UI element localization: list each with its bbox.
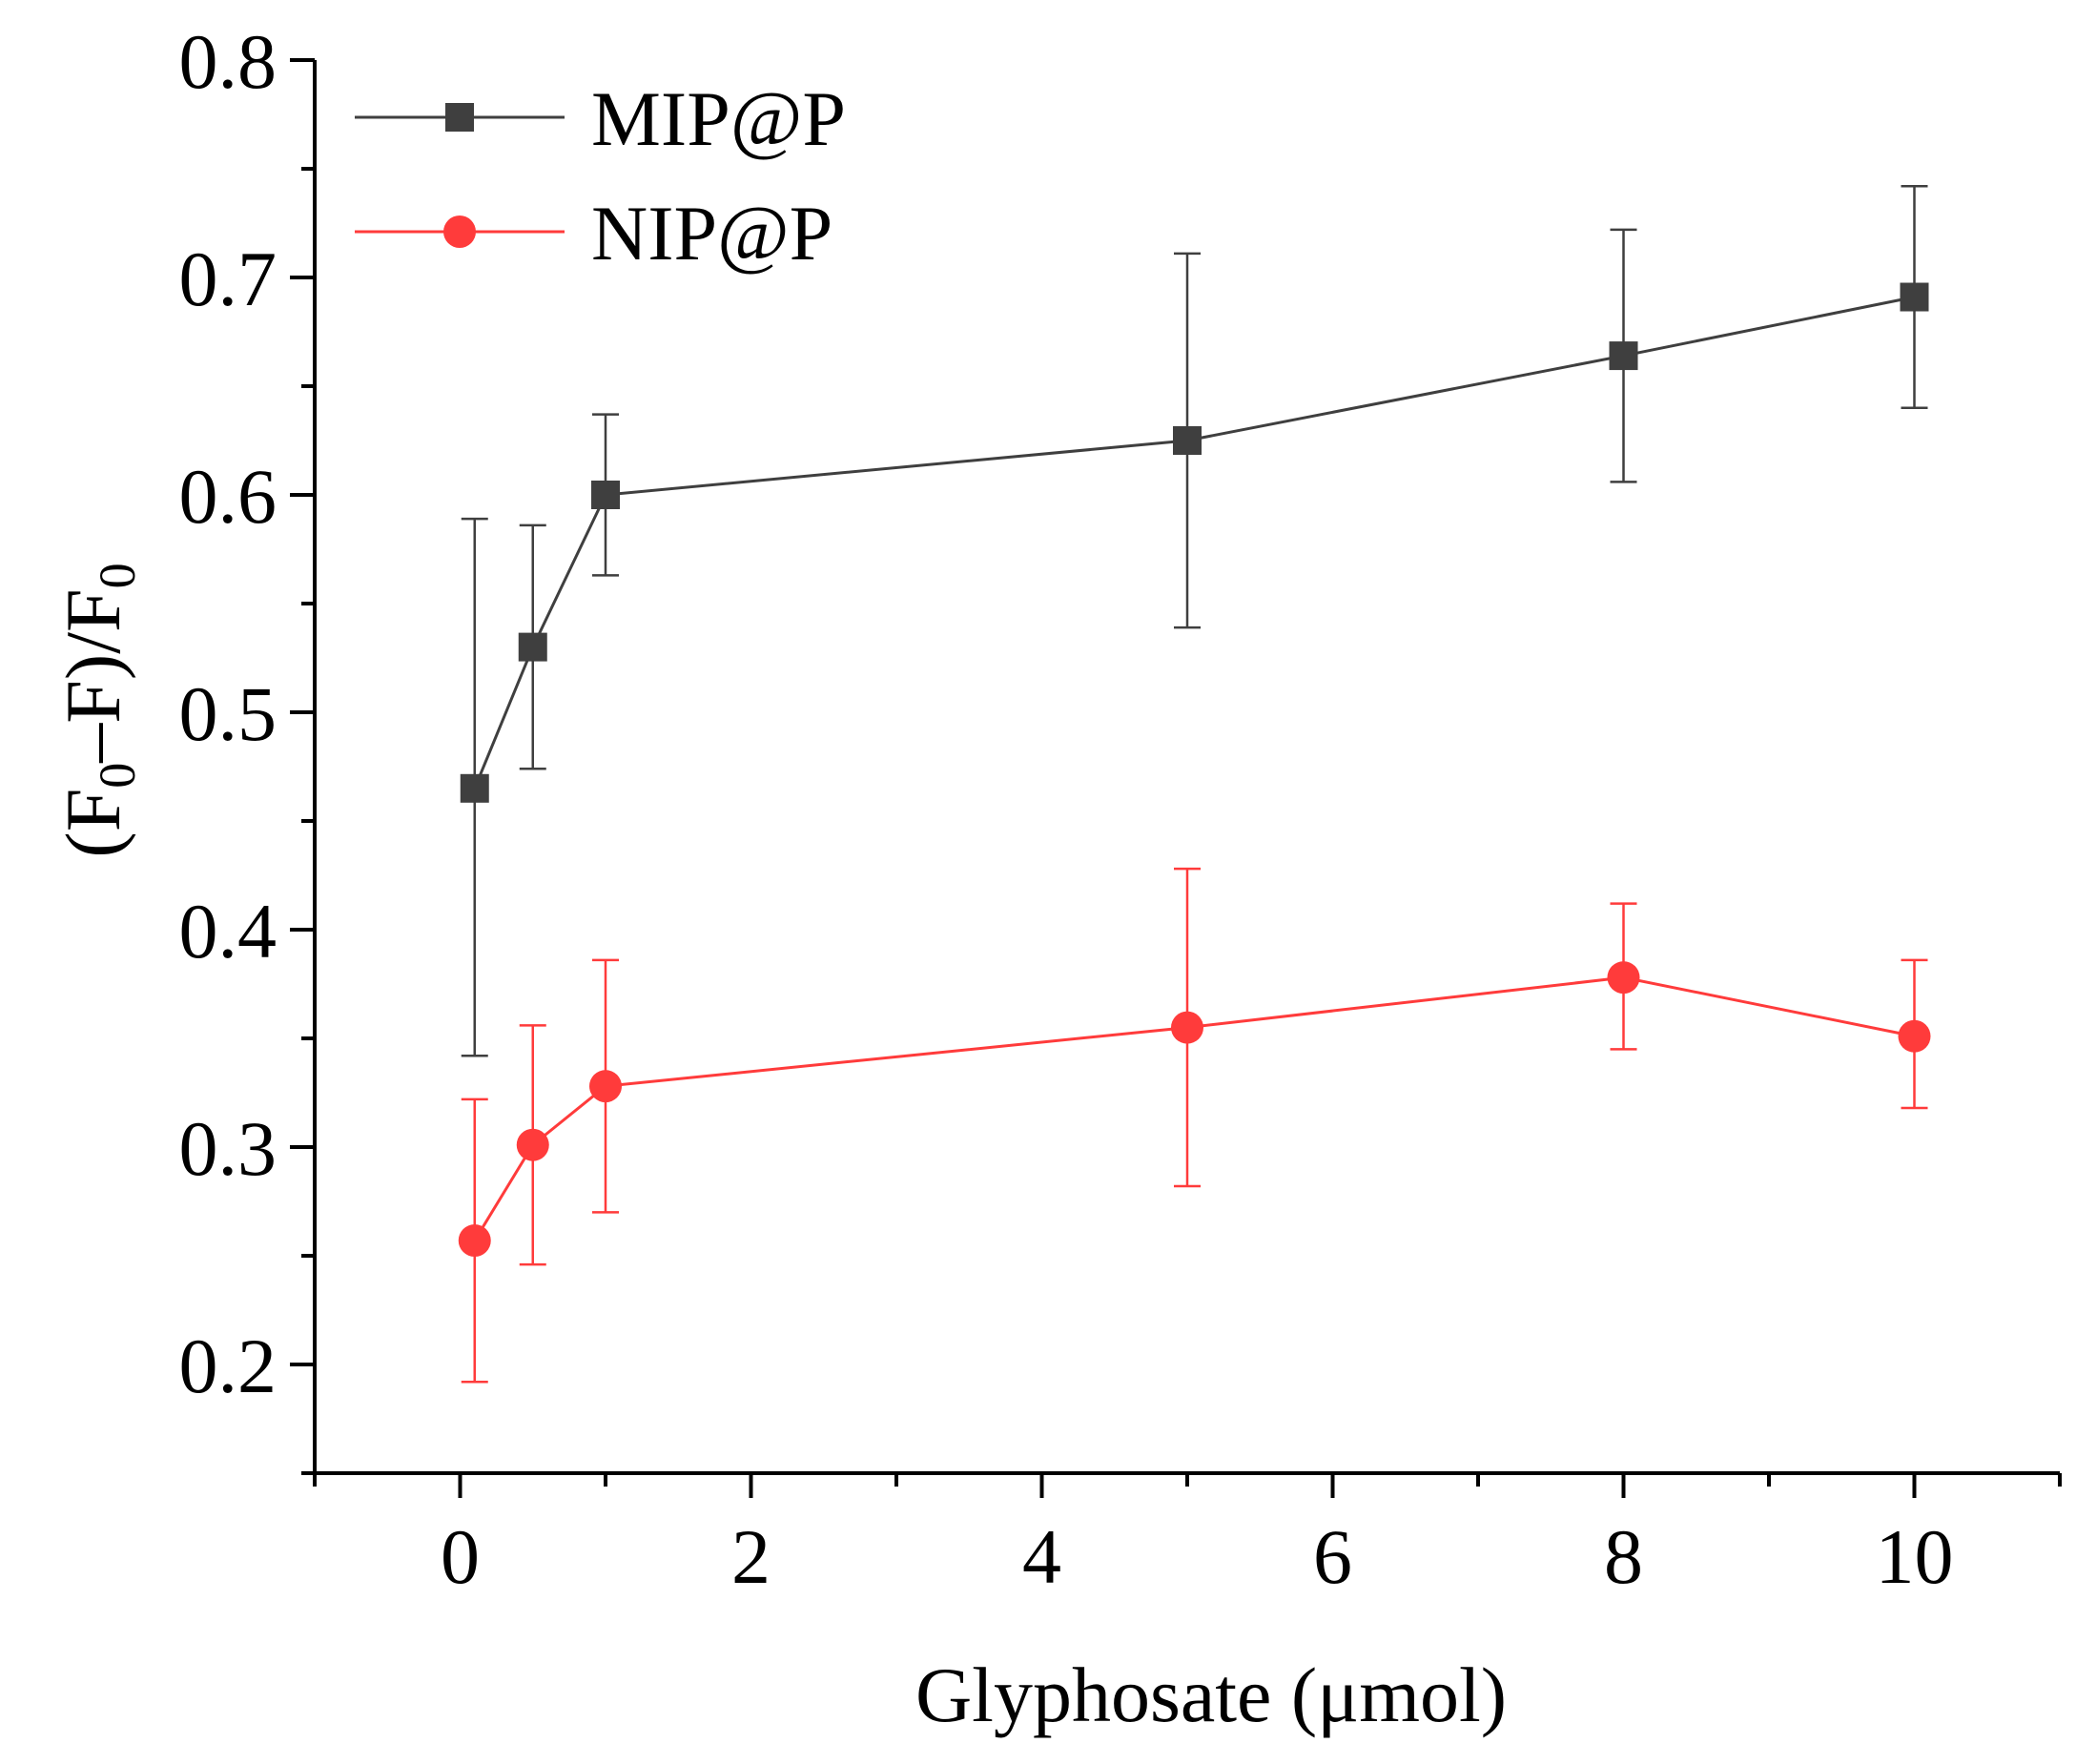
x-tick-label: 0	[441, 1513, 480, 1600]
mip-p-point	[1609, 341, 1638, 371]
mip-p-point	[1173, 426, 1202, 455]
x-tick-label: 4	[1022, 1513, 1061, 1600]
mip-p-line	[473, 296, 1915, 790]
x-axis-title: Glyphosate (μmol)	[915, 1651, 1507, 1738]
mip-p-point	[1900, 282, 1929, 312]
legend-label-mip-p: MIP@P	[591, 75, 846, 162]
error-bars	[461, 184, 1928, 1384]
legend-marker-nip-p	[443, 215, 476, 248]
x-tick-label: 2	[731, 1513, 771, 1600]
mip-p-point	[518, 632, 547, 662]
nip-p-point	[1607, 961, 1640, 995]
nip-p-point	[516, 1128, 549, 1161]
axes: 0.2 0.3 0.4 0.5 0.6 0.7 0.8 0 2 4 6 8 10	[179, 18, 2062, 1600]
x-tick-label: 10	[1876, 1513, 1954, 1600]
y-axis-title: (F0–F)/F0	[50, 563, 146, 857]
y-axis-title-part-1: (F	[50, 789, 136, 858]
y-axis-title-part-2: –F)/F	[50, 588, 136, 763]
y-tick-label: 0.6	[179, 453, 277, 540]
y-axis-title-subscript-2: 0	[89, 563, 146, 588]
x-tick-label: 6	[1313, 1513, 1352, 1600]
series-markers	[458, 282, 1931, 1258]
nip-p-point	[458, 1224, 491, 1258]
nip-p-point	[589, 1070, 622, 1103]
y-axis-title-subscript-1: 0	[89, 763, 146, 789]
y-tick-label: 0.3	[179, 1105, 277, 1192]
legend-marker-mip-p	[445, 103, 474, 132]
legend: MIP@P NIP@P	[355, 75, 846, 277]
series-lines	[473, 296, 1915, 1241]
mip-p-point	[460, 773, 489, 803]
y-tick-label: 0.5	[179, 670, 277, 757]
legend-label-nip-p: NIP@P	[591, 190, 832, 277]
nip-p-line	[473, 975, 1915, 1241]
y-tick-label: 0.4	[179, 888, 277, 974]
nip-p-point	[1171, 1011, 1203, 1044]
y-tick-label: 0.2	[179, 1323, 277, 1409]
mip-p-point	[591, 481, 620, 509]
y-tick-label: 0.7	[179, 236, 277, 322]
nip-p-point	[1898, 1019, 1931, 1053]
x-tick-label: 8	[1604, 1513, 1643, 1600]
y-tick-label: 0.8	[179, 18, 277, 105]
